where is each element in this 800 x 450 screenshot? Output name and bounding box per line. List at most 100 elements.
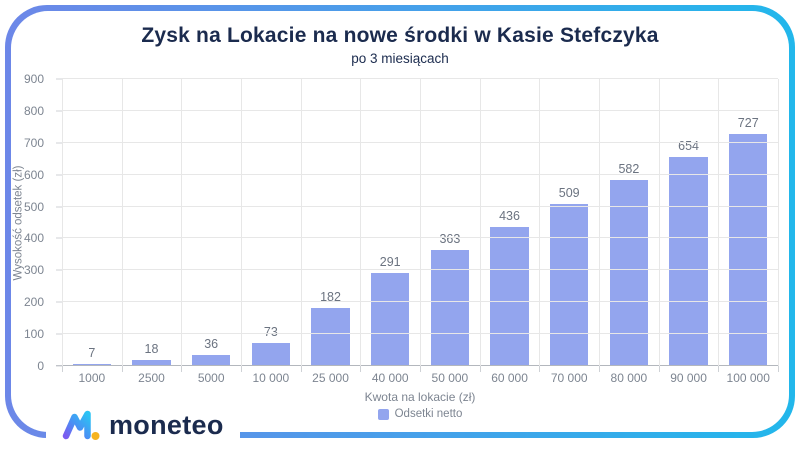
x-tick-label: 2500 <box>138 371 165 385</box>
bar-value-label: 363 <box>439 232 461 247</box>
y-tick-mark <box>56 237 62 239</box>
bar-group: 7 <box>62 79 122 366</box>
x-tick-label: 100 000 <box>726 371 770 385</box>
x-tick-label: 10 000 <box>252 371 290 385</box>
bar-value-label: 727 <box>737 116 759 131</box>
bar-group: 291 <box>360 79 420 366</box>
chart-title: Zysk na Lokacie na nowe środki w Kasie S… <box>141 24 659 47</box>
x-tick-mark <box>539 366 541 372</box>
bars: 7 18 36 73 182 291 363 436 509 582 654 727 <box>62 79 778 366</box>
x-tick-mark <box>241 366 242 372</box>
bar-group: 36 <box>181 79 241 366</box>
x-tick-label: 5000 <box>197 371 225 385</box>
gridline-vertical <box>181 79 183 366</box>
y-axis: 0 100 200 300 400 500 600 700 800 900 <box>0 72 56 373</box>
bar-value-label: 291 <box>379 255 401 270</box>
x-tick-mark <box>420 366 421 372</box>
bar-group: 73 <box>241 79 301 366</box>
bar <box>430 250 469 366</box>
plot-area: 7 18 36 73 182 291 363 436 509 582 654 727 <box>56 78 779 372</box>
x-tick-mark <box>121 366 123 372</box>
x-tick-label: 80 000 <box>610 371 648 385</box>
gridline-vertical <box>599 79 600 366</box>
x-tick-label: 90 000 <box>670 371 707 385</box>
x-tick-label: 50 000 <box>431 371 469 385</box>
bar <box>251 342 290 366</box>
bar-value-label: 654 <box>678 139 699 154</box>
bar-value-label: 509 <box>558 185 580 200</box>
legend-label: Odsetki netto <box>394 408 463 420</box>
moneteo-logo-text: moneteo <box>109 409 224 440</box>
gridline-vertical <box>718 79 720 366</box>
x-tick-mark <box>62 366 63 372</box>
bar-group: 363 <box>420 79 480 366</box>
gridline-vertical <box>658 79 660 366</box>
moneteo-logo-icon <box>62 410 100 440</box>
bar-value-label: 582 <box>618 162 640 177</box>
y-tick-label: 600 <box>23 167 44 182</box>
x-tick-mark <box>599 366 600 372</box>
chart-subtitle: po 3 miesiącach <box>351 51 449 66</box>
y-tick-mark <box>56 78 62 80</box>
bar <box>192 354 231 366</box>
x-tick-mark <box>658 366 660 372</box>
bar-group: 727 <box>718 79 778 366</box>
bar-value-label: 36 <box>204 336 219 351</box>
x-tick-mark <box>181 366 183 372</box>
bar-group: 582 <box>599 79 659 366</box>
y-tick-label: 100 <box>23 327 44 342</box>
x-tick-mark <box>300 366 302 372</box>
gridline-vertical <box>778 79 779 366</box>
bar-group: 182 <box>301 79 361 366</box>
x-axis: 1000 2500 5000 10 000 25 000 40 000 50 000 60 0… <box>62 371 778 385</box>
bar <box>490 226 529 366</box>
y-tick-label: 200 <box>23 295 44 310</box>
x-tick-label: 70 000 <box>550 371 588 385</box>
bar-group: 436 <box>480 79 540 366</box>
x-tick-label: 1000 <box>78 371 106 385</box>
bar <box>550 203 589 366</box>
bar-group: 654 <box>659 79 719 366</box>
y-tick-mark <box>56 301 62 303</box>
y-tick-label: 800 <box>23 103 44 118</box>
bar-group: 509 <box>539 79 599 366</box>
gridline-vertical <box>62 79 63 366</box>
bar <box>729 134 768 366</box>
logo-dot <box>91 432 100 440</box>
y-tick-label: 500 <box>23 199 44 214</box>
x-tick-mark <box>479 366 481 372</box>
y-tick-mark <box>56 206 62 208</box>
bar-value-label: 73 <box>263 324 278 339</box>
bar <box>72 363 111 366</box>
x-tick-mark <box>360 366 362 372</box>
gridline-vertical <box>539 79 541 366</box>
gridline-vertical <box>121 79 123 366</box>
gridline-vertical <box>241 79 242 366</box>
moneteo-logo: moneteo <box>46 402 240 448</box>
bar <box>132 360 171 366</box>
gridline-vertical <box>360 79 362 366</box>
legend: Odsetki netto <box>62 408 778 420</box>
y-tick-label: 300 <box>23 263 44 278</box>
x-tick-mark <box>778 366 779 372</box>
y-tick-mark <box>56 365 62 367</box>
legend-swatch <box>377 408 389 420</box>
bar <box>669 157 708 366</box>
x-axis-line <box>56 365 778 366</box>
gridline-vertical <box>420 79 421 366</box>
y-tick-label: 700 <box>23 135 44 150</box>
x-tick-label: 25 000 <box>312 371 349 385</box>
x-tick-mark <box>718 366 720 372</box>
gridline-vertical <box>300 79 302 366</box>
y-tick-label: 900 <box>23 72 44 86</box>
bar-value-label: 182 <box>320 289 341 304</box>
bar-value-label: 18 <box>144 342 159 357</box>
bar-value-label: 7 <box>88 345 96 360</box>
y-tick-label: 400 <box>23 231 44 246</box>
bar-group: 18 <box>122 79 182 366</box>
y-tick-label: 0 <box>37 359 44 373</box>
y-tick-mark <box>56 333 62 335</box>
y-tick-mark <box>56 142 62 144</box>
x-tick-label: 60 000 <box>491 371 528 385</box>
bar-value-label: 436 <box>499 208 520 223</box>
